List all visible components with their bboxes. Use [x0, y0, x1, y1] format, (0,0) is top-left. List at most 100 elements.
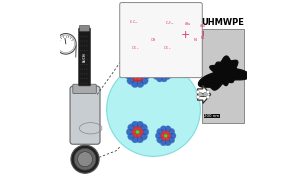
Circle shape — [107, 63, 200, 156]
Circle shape — [165, 139, 171, 146]
Text: $CF_{10}$: $CF_{10}$ — [163, 45, 172, 52]
Circle shape — [157, 75, 163, 82]
Circle shape — [165, 131, 169, 135]
Circle shape — [84, 73, 85, 74]
Circle shape — [137, 76, 142, 82]
Circle shape — [80, 36, 81, 37]
Circle shape — [87, 59, 88, 60]
Circle shape — [132, 121, 139, 128]
Circle shape — [87, 31, 88, 32]
Circle shape — [82, 83, 83, 84]
FancyBboxPatch shape — [204, 114, 220, 118]
Circle shape — [84, 69, 85, 70]
Text: $C_2F_{10}$: $C_2F_{10}$ — [165, 19, 174, 27]
Circle shape — [153, 73, 160, 79]
Circle shape — [80, 83, 81, 84]
Polygon shape — [199, 56, 249, 90]
Circle shape — [126, 128, 134, 136]
Circle shape — [82, 73, 83, 74]
Circle shape — [163, 70, 167, 74]
Circle shape — [133, 76, 138, 82]
Circle shape — [168, 128, 175, 135]
Circle shape — [136, 74, 139, 78]
Circle shape — [140, 133, 147, 140]
Circle shape — [84, 36, 85, 37]
Circle shape — [133, 132, 138, 137]
Bar — [133, 71, 142, 80]
Text: 200 nm: 200 nm — [204, 114, 220, 118]
Circle shape — [160, 139, 167, 146]
Circle shape — [84, 55, 85, 56]
Circle shape — [137, 70, 142, 75]
Text: $t$Bu: $t$Bu — [199, 22, 206, 29]
Circle shape — [161, 67, 166, 72]
Circle shape — [87, 36, 88, 37]
Text: $F_3C_{10}$: $F_3C_{10}$ — [129, 19, 139, 26]
Circle shape — [140, 124, 147, 131]
Circle shape — [80, 40, 81, 42]
Circle shape — [82, 31, 83, 32]
Circle shape — [84, 45, 85, 46]
Circle shape — [137, 127, 142, 132]
Circle shape — [203, 92, 207, 97]
Circle shape — [160, 126, 167, 132]
Circle shape — [71, 145, 99, 173]
Circle shape — [82, 50, 83, 51]
Circle shape — [80, 73, 81, 74]
Text: BUCHI: BUCHI — [83, 52, 87, 62]
Circle shape — [165, 126, 171, 132]
Circle shape — [196, 90, 200, 94]
Circle shape — [82, 64, 83, 65]
Circle shape — [206, 95, 210, 99]
FancyBboxPatch shape — [70, 86, 100, 144]
Circle shape — [87, 45, 88, 46]
Text: OH: OH — [151, 38, 156, 42]
Circle shape — [84, 83, 85, 84]
Circle shape — [153, 65, 160, 71]
Circle shape — [164, 65, 171, 71]
Circle shape — [136, 121, 143, 128]
Circle shape — [84, 31, 85, 32]
Circle shape — [198, 92, 203, 97]
FancyBboxPatch shape — [73, 84, 96, 94]
Circle shape — [160, 70, 164, 74]
Circle shape — [80, 64, 81, 65]
Circle shape — [162, 131, 166, 135]
Circle shape — [155, 132, 162, 139]
Circle shape — [138, 73, 144, 78]
Circle shape — [158, 72, 163, 77]
Circle shape — [132, 136, 139, 143]
Circle shape — [131, 73, 137, 78]
Circle shape — [82, 59, 83, 60]
Circle shape — [133, 127, 138, 132]
Circle shape — [158, 67, 163, 72]
Circle shape — [133, 70, 138, 75]
Circle shape — [152, 69, 158, 75]
Circle shape — [87, 83, 88, 84]
FancyBboxPatch shape — [120, 3, 202, 78]
Circle shape — [161, 72, 166, 77]
Circle shape — [87, 40, 88, 42]
Circle shape — [142, 72, 150, 80]
Circle shape — [56, 33, 76, 54]
Circle shape — [80, 50, 81, 51]
Circle shape — [206, 90, 210, 94]
Circle shape — [160, 133, 165, 138]
Circle shape — [87, 55, 88, 56]
Circle shape — [128, 124, 135, 131]
Circle shape — [87, 69, 88, 70]
Circle shape — [132, 129, 137, 135]
Circle shape — [87, 50, 88, 51]
Circle shape — [131, 80, 139, 88]
Circle shape — [82, 36, 83, 37]
Circle shape — [128, 133, 135, 140]
Circle shape — [87, 73, 88, 74]
Circle shape — [84, 78, 85, 79]
Circle shape — [164, 134, 167, 137]
Circle shape — [157, 137, 163, 143]
Circle shape — [162, 136, 166, 141]
Circle shape — [131, 64, 139, 72]
Circle shape — [196, 95, 200, 99]
Circle shape — [125, 72, 133, 80]
Text: UHMWPE: UHMWPE — [201, 18, 244, 27]
